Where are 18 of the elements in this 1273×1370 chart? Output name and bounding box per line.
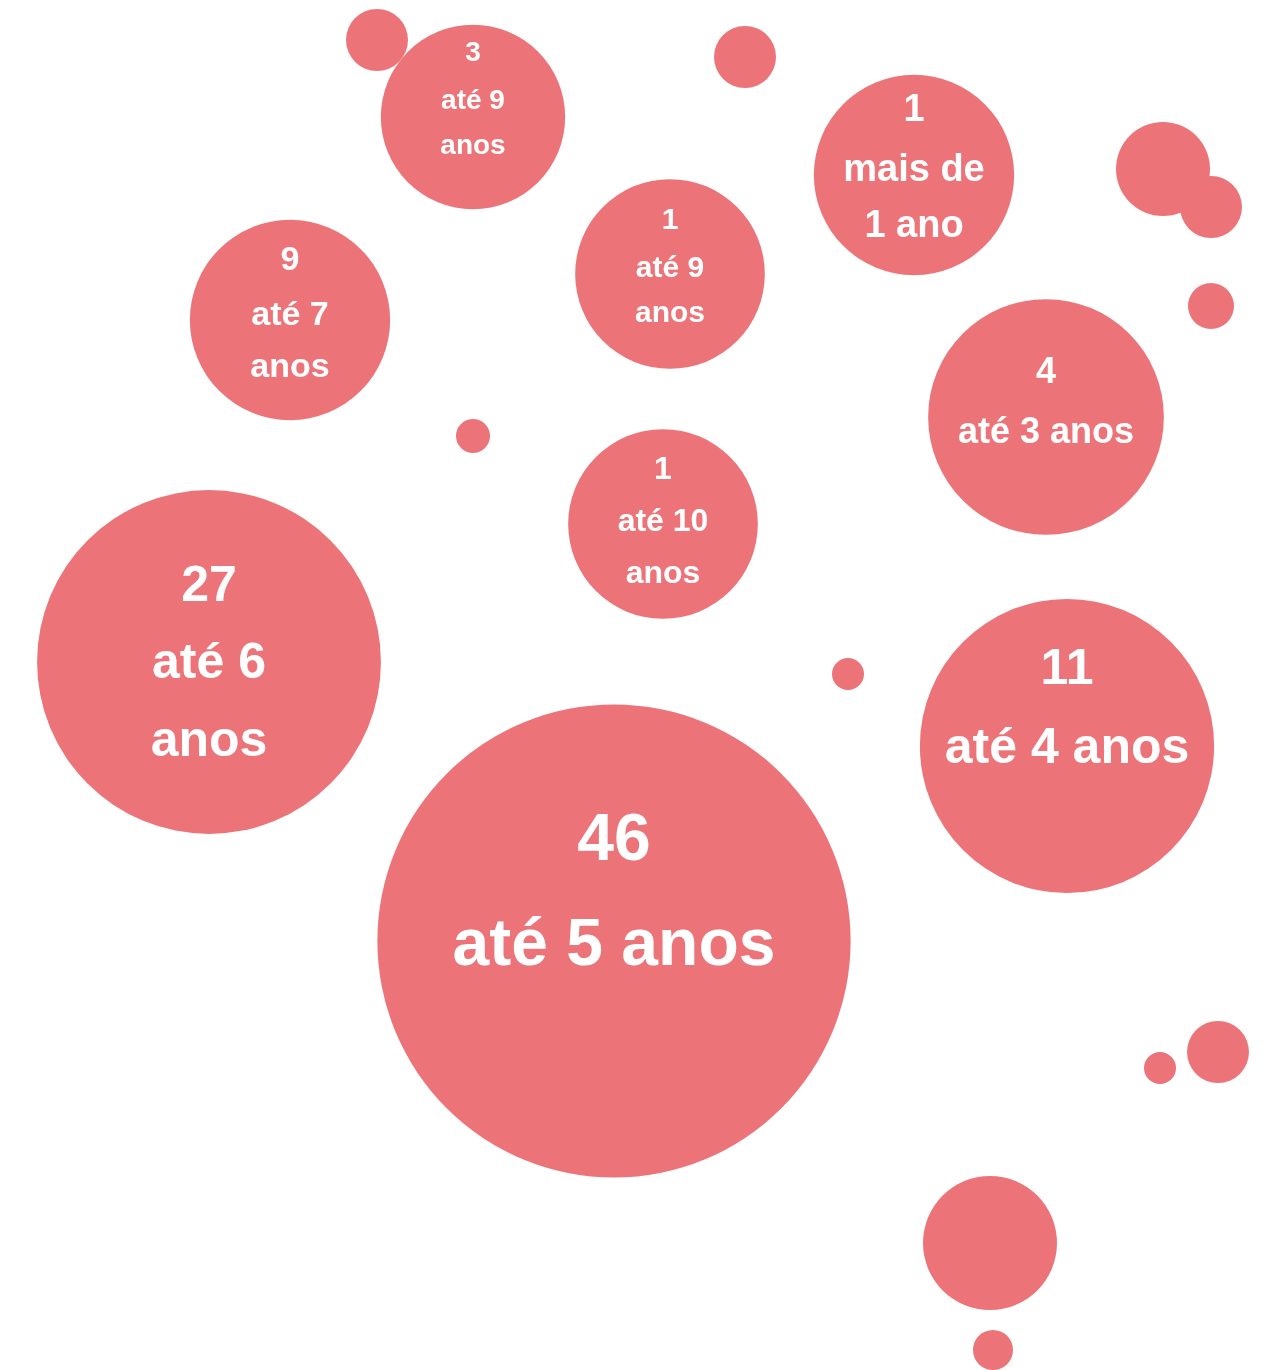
- category-label: até 9 anos: [634, 250, 706, 328]
- data-label: 9: [280, 239, 300, 277]
- data-label: 1: [903, 87, 925, 129]
- data-label: 1: [661, 202, 679, 235]
- data-label: 4: [1035, 350, 1057, 391]
- data-label: 1: [654, 450, 672, 486]
- category-label: até 6 anos: [150, 633, 268, 767]
- data-label: 3: [465, 36, 481, 67]
- category-label: mais de 1 ano: [843, 147, 985, 245]
- category-label: até 4 anos: [944, 718, 1190, 774]
- category-label: até 9 anos: [440, 84, 506, 160]
- category-label: até 3 anos: [957, 410, 1135, 451]
- data-label: 27: [181, 556, 237, 612]
- category-label: até 10 anos: [617, 502, 709, 590]
- category-label: até 5 anos: [452, 905, 776, 979]
- data-label: 11: [1040, 639, 1094, 695]
- category-label: até 7 anos: [250, 294, 330, 384]
- data-label: 46: [577, 800, 651, 874]
